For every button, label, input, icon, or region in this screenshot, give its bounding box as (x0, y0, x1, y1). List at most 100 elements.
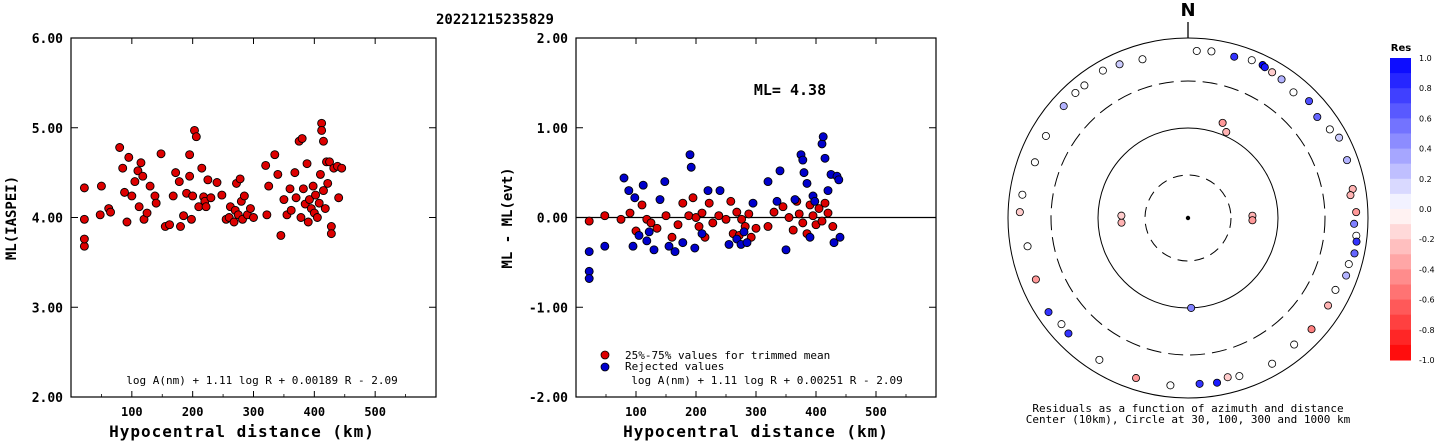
ml-point (325, 157, 334, 167)
azimuth-residual-point (1342, 271, 1351, 280)
ml-point (286, 205, 296, 215)
rejected-point (630, 193, 640, 203)
ml-point (285, 184, 295, 194)
panel1-formula: log A(nm) + 1.11 log R + 0.00189 R - 2.0… (126, 374, 398, 387)
ml-point (145, 181, 155, 191)
rejected-point (600, 241, 610, 251)
trimmed-point (808, 211, 818, 221)
azimuth-residual-point (1044, 308, 1053, 317)
azimuth-residual-point (1307, 325, 1316, 334)
rejected-point (685, 150, 695, 160)
azimuth-residual-point (1325, 125, 1334, 134)
ml-point (138, 171, 148, 181)
trimmed-point (784, 213, 794, 222)
ml-point (229, 217, 239, 227)
trimmed-point (794, 209, 804, 219)
ml-point (249, 213, 258, 222)
ytick-label: 2.00 (537, 32, 568, 47)
ml-point (134, 202, 144, 212)
ml-point (185, 150, 195, 160)
rejected-point (772, 196, 782, 206)
trimmed-point (646, 218, 656, 228)
ml-point (79, 183, 89, 193)
rejected-point (820, 153, 830, 163)
polar-caption-line2: Center (10km), Circle at 30, 100, 300 an… (1026, 413, 1351, 426)
rejected-point (664, 241, 674, 251)
colorbar-label: 1.0 (1419, 54, 1432, 63)
trimmed-point (798, 218, 808, 228)
trimmed-point (820, 198, 830, 208)
azimuth-residual-point (1268, 68, 1277, 77)
ytick-label: 5.00 (32, 122, 63, 137)
rejected-point (835, 232, 845, 242)
ml-point (171, 168, 181, 178)
azimuth-residual-point (1289, 88, 1298, 97)
azimuth-residual-point (1305, 97, 1314, 106)
colorbar-label: -0.2 (1419, 235, 1435, 244)
colorbar-swatch (1390, 299, 1411, 316)
ml-point (319, 136, 328, 146)
ml-point (270, 150, 280, 160)
rejected-point (763, 177, 773, 187)
ml-point (311, 190, 320, 200)
rejected-point (790, 195, 800, 205)
ml-point (151, 198, 161, 208)
ml-point (150, 191, 160, 201)
ml-point (79, 214, 89, 224)
rejected-point (619, 173, 629, 183)
ml-point (312, 213, 322, 222)
rejected-point (638, 180, 648, 190)
ml-point (185, 171, 195, 181)
colorbar-label: 0.4 (1419, 145, 1432, 154)
colorbar-swatch (1390, 58, 1411, 74)
ml-annotation: ML= 4.38 (754, 81, 826, 99)
azimuth-residual-point (1343, 156, 1352, 165)
ml-point (203, 175, 213, 185)
azimuth-residual-point (1260, 63, 1269, 72)
panel-ml-residual: ML - ML(evt) Hypocentral distance (km) M… (500, 32, 937, 441)
trimmed-point (678, 198, 688, 208)
rejected-point (817, 139, 827, 149)
ml-point (305, 195, 314, 205)
ml-point (273, 169, 283, 179)
ml-point (136, 158, 146, 168)
azimuth-residual-point (1331, 285, 1340, 294)
panel-ml-iaspei: ML(IASPEI) Hypocentral distance (km) log… (4, 32, 437, 441)
north-label: N (1180, 0, 1195, 21)
rejected-point (690, 243, 700, 253)
xtick-label: 500 (364, 405, 386, 419)
colorbar-swatch (1390, 284, 1411, 301)
ml-point (130, 177, 140, 187)
xtick-label: 100 (121, 405, 143, 419)
ml-point (179, 211, 188, 221)
colorbar-label: -0.6 (1419, 296, 1435, 305)
ml-point (279, 195, 289, 205)
trimmed-point (616, 214, 626, 224)
azimuth-residual-point (1015, 208, 1024, 217)
rejected-point (644, 227, 654, 237)
azimuth-residual-point (1064, 329, 1073, 338)
trimmed-point (637, 200, 647, 210)
trimmed-point (769, 207, 779, 217)
ml-point (262, 210, 272, 220)
panel2-xlabel: Hypocentral distance (km) (623, 422, 889, 441)
azimuth-residual-point (1195, 379, 1204, 388)
rejected-point (634, 230, 644, 240)
trimmed-point (625, 208, 635, 218)
ytick-label: 3.00 (32, 301, 63, 316)
rejected-point (823, 186, 833, 196)
ml-point (276, 230, 286, 240)
ml-point (297, 134, 307, 143)
azimuth-residual-point (1018, 190, 1027, 199)
rejected-point (697, 229, 707, 239)
trimmed-point (732, 207, 742, 217)
panel-azimuth-residuals: N Residuals as a function of azimuth and… (1007, 0, 1369, 426)
legend-marker-trimmed (600, 350, 610, 360)
azimuth-residual-point (1222, 128, 1231, 137)
ml-point (96, 181, 106, 191)
rejected-point (686, 162, 696, 172)
trimmed-point (814, 204, 824, 213)
ml-point (122, 217, 132, 227)
rejected-point (655, 195, 665, 205)
